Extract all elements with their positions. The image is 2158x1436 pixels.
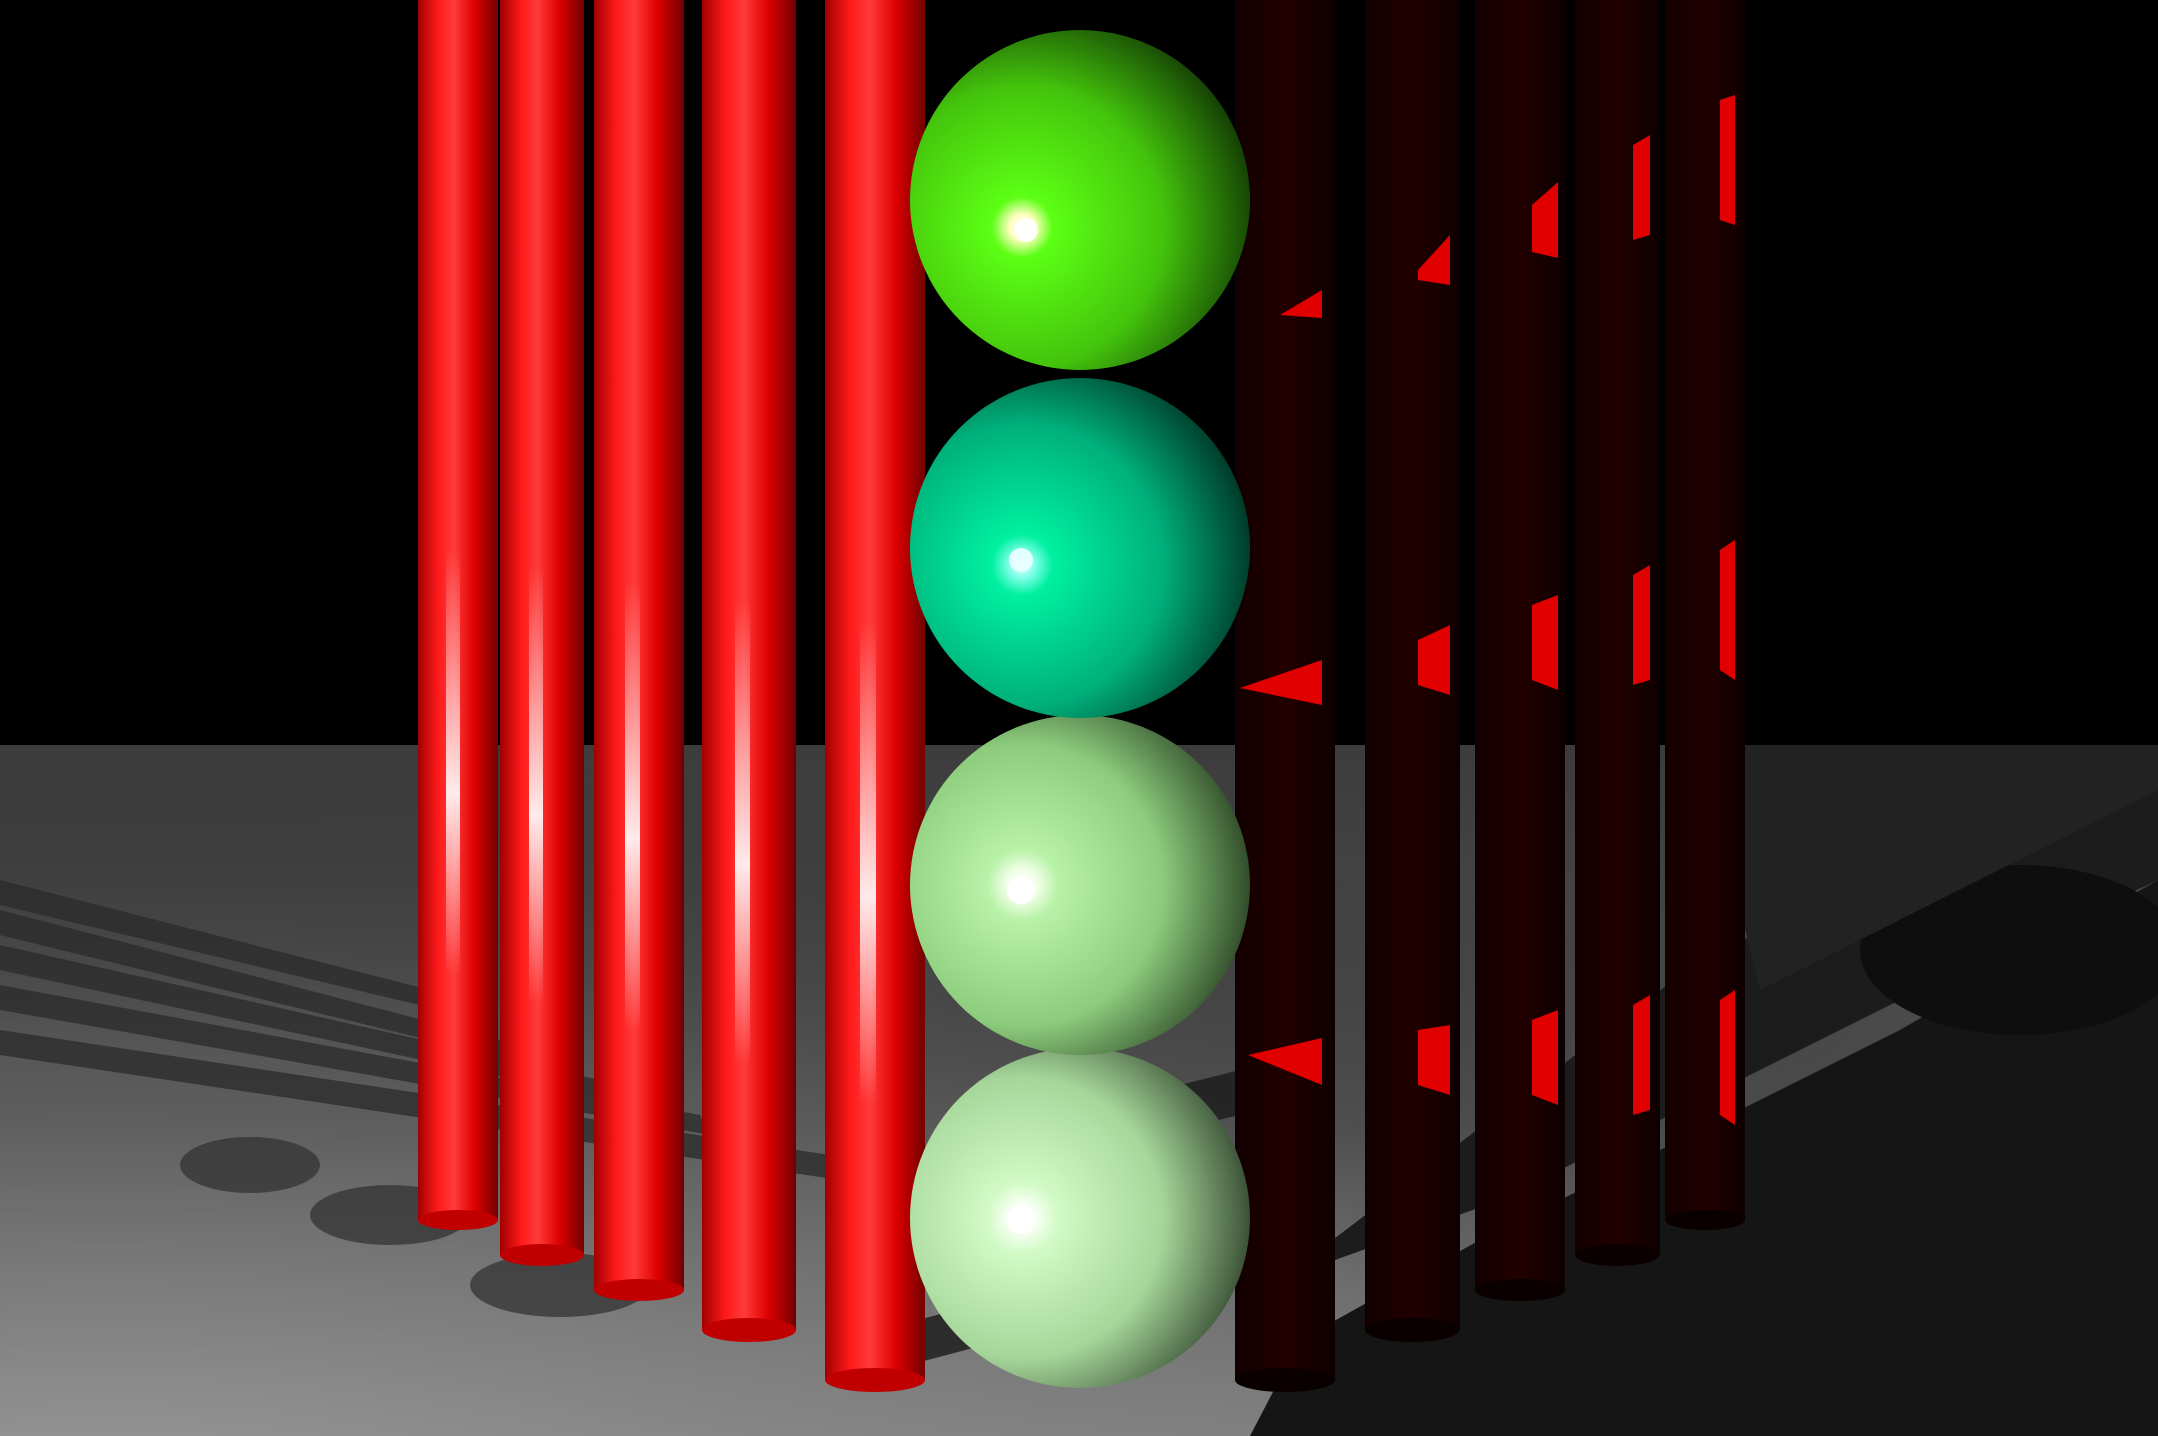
dark-cylinder-1	[1235, 0, 1335, 1392]
red-cylinder-4	[702, 0, 796, 1342]
sphere-1	[910, 30, 1250, 370]
red-cylinder-1	[418, 0, 498, 1230]
right-cylinders	[1235, 0, 1745, 1392]
dark-cylinder-4	[1575, 0, 1660, 1266]
red-cylinder-5	[825, 0, 925, 1392]
sphere-3	[910, 715, 1250, 1055]
dark-cylinder-5	[1665, 0, 1745, 1230]
left-cylinders	[418, 0, 925, 1392]
red-cylinder-3	[594, 0, 684, 1301]
dark-cylinder-3	[1475, 0, 1565, 1301]
sphere-4	[910, 1048, 1250, 1388]
red-cylinder-2	[500, 0, 584, 1266]
spheres	[910, 30, 1250, 1388]
dark-cylinder-2	[1365, 0, 1460, 1342]
sphere-2	[910, 378, 1250, 718]
